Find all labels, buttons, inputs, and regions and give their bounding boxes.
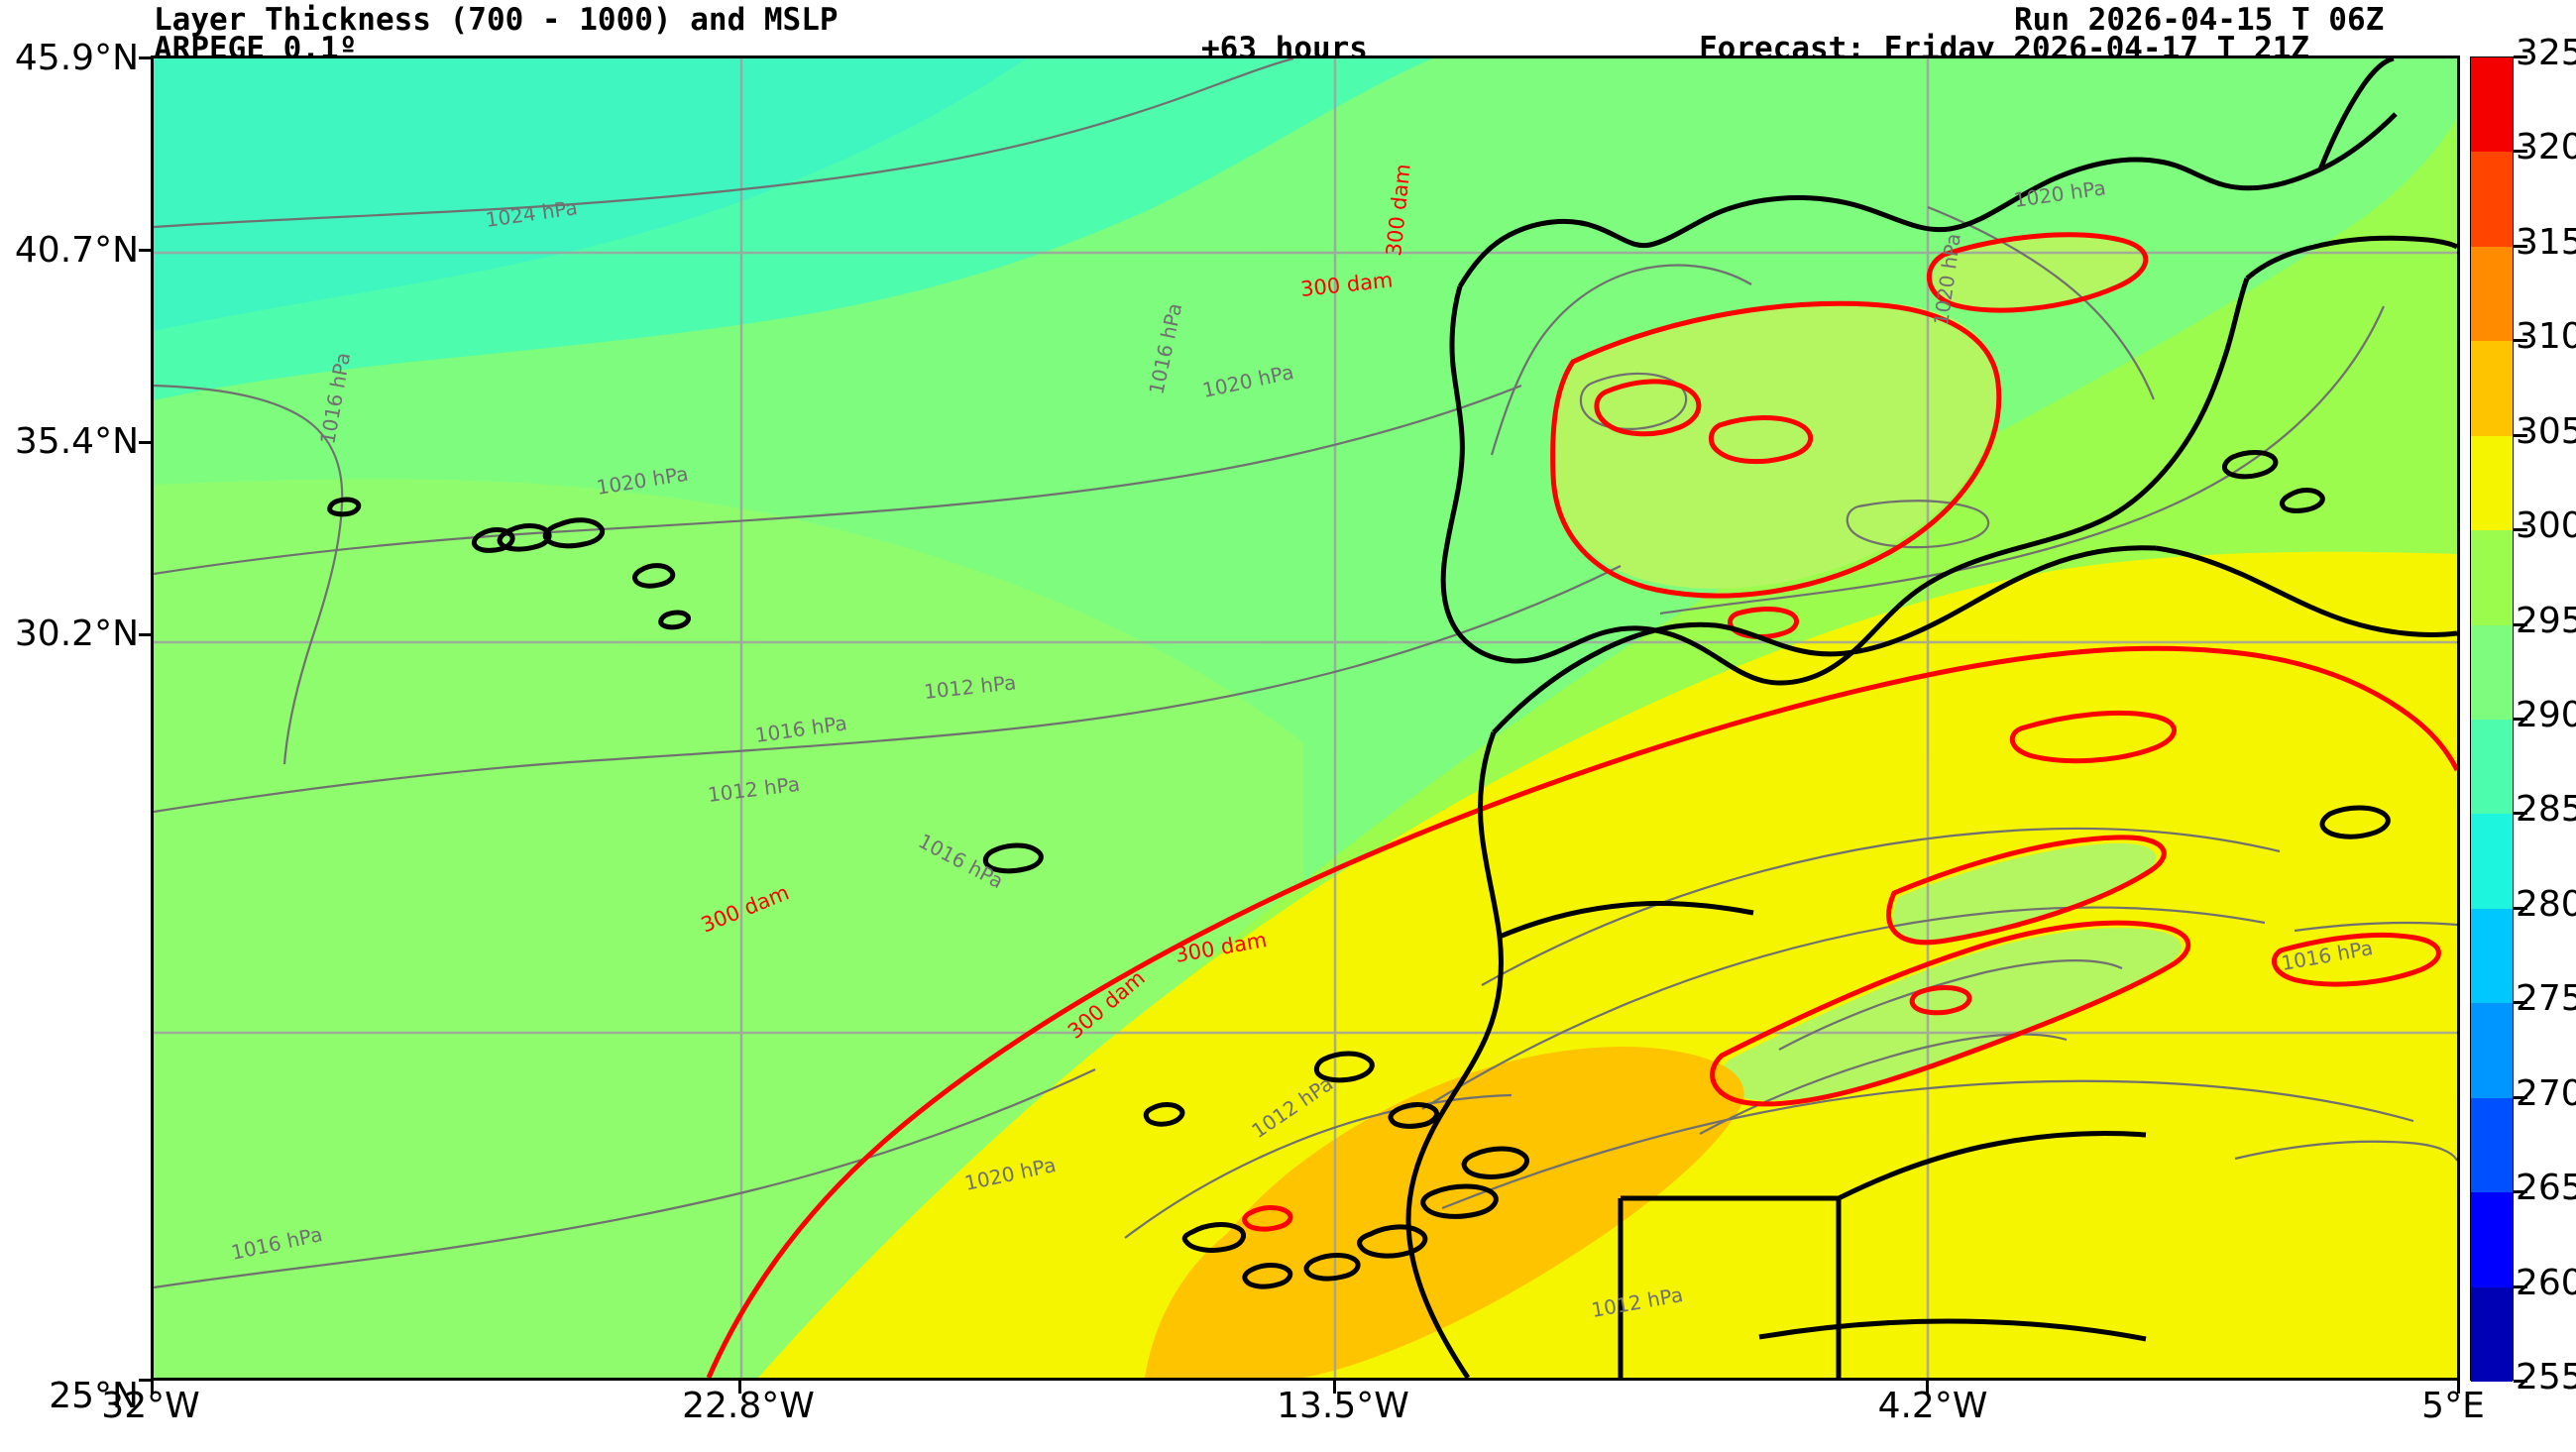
colorbar-tickmark	[2514, 150, 2527, 154]
colorbar-tickmark	[2514, 339, 2527, 343]
coastlines	[327, 58, 2457, 1378]
x-tick-label: 22.8°W	[682, 1386, 815, 1426]
y-tick-label: 40.7°N	[14, 230, 139, 271]
colorbar-tick-label: 260	[2516, 1262, 2576, 1303]
x-tickmark	[151, 1381, 154, 1394]
colorbar-tickmark	[2514, 1190, 2527, 1194]
x-tickmark	[738, 1381, 741, 1394]
colorbar-segment	[2471, 814, 2513, 909]
y-tickmark	[139, 249, 152, 252]
colorbar-tick-label: 265	[2516, 1168, 2576, 1209]
colorbar-tickmark	[2514, 718, 2527, 721]
thickness-island-meseta	[1552, 301, 1998, 589]
y-tickmark	[139, 1379, 152, 1382]
colorbar-tickmark	[2514, 1095, 2527, 1099]
colorbar-segment	[2471, 530, 2513, 625]
thickness-island-atlas	[1720, 928, 2183, 1101]
colorbar-segment	[2471, 1192, 2513, 1287]
colorbar-tickmark	[2514, 812, 2527, 816]
colorbar-tick-label: 325	[2516, 33, 2576, 73]
colorbar-tickmark	[2514, 244, 2527, 248]
map-plot-area: 1024 hPa 1016 hPa 1020 hPa 1016 hPa 1020…	[151, 56, 2460, 1381]
y-tickmark	[139, 633, 152, 636]
x-tick-label: 4.2°W	[1877, 1386, 1988, 1426]
colorbar-tick-label: 280	[2516, 883, 2576, 925]
colorbar-tick-label: 295	[2516, 600, 2576, 641]
colorbar-segment	[2471, 57, 2513, 153]
colorbar-segment	[2471, 624, 2513, 720]
colorbar-segment	[2471, 1003, 2513, 1098]
y-tick-label: 35.4°N	[14, 421, 139, 462]
colorbar	[2470, 56, 2514, 1382]
colorbar-tickmark	[2514, 1380, 2527, 1383]
colorbar-segment	[2471, 246, 2513, 342]
y-tick-label: 30.2°N	[14, 614, 139, 654]
colorbar-segment	[2471, 908, 2513, 1004]
y-tickmark	[139, 441, 152, 444]
colorbar-segment	[2471, 152, 2513, 247]
y-tickmark	[139, 56, 152, 59]
colorbar-segment	[2471, 720, 2513, 815]
colorbar-tick-label: 290	[2516, 695, 2576, 735]
colorbar-tickmark	[2514, 528, 2527, 532]
colorbar-tickmark	[2514, 906, 2527, 910]
colorbar-tick-label: 305	[2516, 410, 2576, 452]
colorbar-tick-label: 255	[2516, 1357, 2576, 1397]
x-tick-label: 13.5°W	[1277, 1386, 1409, 1426]
band-285-290-core	[154, 58, 1026, 331]
colorbar-tick-label: 315	[2516, 221, 2576, 263]
graticule	[154, 58, 2457, 1378]
thickness-island-atlas-2	[1893, 842, 2157, 943]
colorbar-tick-label: 320	[2516, 127, 2576, 168]
colorbar-segment	[2471, 341, 2513, 436]
colorbar-tickmark	[2514, 622, 2527, 626]
run-time-label: Run 2026-04-15 T 06Z	[2014, 2, 2385, 38]
colorbar-segment	[2471, 1286, 2513, 1382]
x-tick-label: 5°E	[2421, 1386, 2485, 1426]
colorbar-tickmark	[2514, 1001, 2527, 1005]
y-tick-label: 45.9°N	[14, 38, 139, 78]
thickness-300dam-contour	[706, 232, 2457, 1378]
map-canvas: 1024 hPa 1016 hPa 1020 hPa 1016 hPa 1020…	[154, 58, 2457, 1378]
colorbar-tick-label: 310	[2516, 316, 2576, 358]
colorbar-tickmark	[2514, 433, 2527, 437]
colorbar-tick-label: 275	[2516, 978, 2576, 1020]
colorbar-segment	[2471, 435, 2513, 531]
x-tickmark	[2457, 1381, 2460, 1394]
y-tick-label: 25°N	[49, 1376, 139, 1416]
mslp-isobars	[154, 58, 2457, 1289]
colorbar-tick-label: 285	[2516, 789, 2576, 831]
colorbar-tickmark	[2514, 56, 2527, 58]
x-tickmark	[1926, 1381, 1929, 1394]
colorbar-tick-label: 300	[2516, 505, 2576, 547]
x-tickmark	[1333, 1381, 1336, 1394]
page-title: Layer Thickness (700 - 1000) and MSLP	[154, 2, 839, 38]
thickness-island-north	[1933, 236, 2142, 309]
colorbar-tickmark	[2514, 1284, 2527, 1288]
colorbar-tick-label: 270	[2516, 1072, 2576, 1114]
colorbar-segment	[2471, 1097, 2513, 1193]
